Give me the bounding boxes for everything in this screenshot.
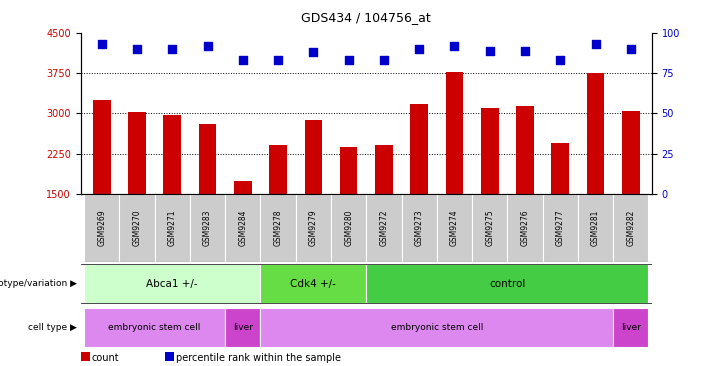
Text: liver: liver <box>233 323 253 332</box>
Bar <box>446 72 463 194</box>
Bar <box>613 308 648 347</box>
Bar <box>84 194 119 262</box>
Text: GSM9272: GSM9272 <box>379 210 388 246</box>
Bar <box>437 194 472 262</box>
Bar <box>367 264 648 303</box>
Text: count: count <box>92 352 119 363</box>
Point <box>343 57 354 63</box>
Bar <box>234 180 252 194</box>
Text: GSM9273: GSM9273 <box>415 209 423 246</box>
Point <box>308 49 319 55</box>
Text: cell type ▶: cell type ▶ <box>28 323 77 332</box>
Text: embryonic stem cell: embryonic stem cell <box>109 323 201 332</box>
Bar <box>375 145 393 194</box>
Text: embryonic stem cell: embryonic stem cell <box>390 323 483 332</box>
Point <box>414 46 425 52</box>
Bar <box>331 194 367 262</box>
Point <box>273 57 284 63</box>
Bar <box>155 194 190 262</box>
Text: GSM9269: GSM9269 <box>97 209 107 246</box>
Bar <box>481 108 498 194</box>
Bar <box>84 264 261 303</box>
Bar <box>587 73 604 194</box>
Point <box>484 48 496 53</box>
Bar <box>199 124 217 194</box>
Text: GSM9284: GSM9284 <box>238 210 247 246</box>
Text: Cdk4 +/-: Cdk4 +/- <box>290 279 336 289</box>
Text: GSM9278: GSM9278 <box>273 210 283 246</box>
Text: GSM9274: GSM9274 <box>450 209 459 246</box>
Bar <box>543 194 578 262</box>
Text: GDS434 / 104756_at: GDS434 / 104756_at <box>301 11 431 24</box>
Bar <box>225 308 261 347</box>
Bar <box>225 194 261 262</box>
Bar <box>304 120 322 194</box>
Point <box>131 46 142 52</box>
Bar <box>261 308 613 347</box>
Bar <box>613 194 648 262</box>
Text: GSM9270: GSM9270 <box>132 209 142 246</box>
Point <box>96 41 107 47</box>
Bar <box>119 194 155 262</box>
Bar <box>261 194 296 262</box>
Text: Abca1 +/-: Abca1 +/- <box>147 279 198 289</box>
Text: GSM9282: GSM9282 <box>626 210 635 246</box>
Bar <box>367 194 402 262</box>
Bar <box>93 100 111 194</box>
Text: liver: liver <box>621 323 641 332</box>
Text: GSM9271: GSM9271 <box>168 210 177 246</box>
Bar <box>622 111 639 194</box>
Point <box>379 57 390 63</box>
Point <box>237 57 248 63</box>
Point <box>519 48 531 53</box>
Text: GSM9280: GSM9280 <box>344 210 353 246</box>
Point <box>167 46 178 52</box>
Text: genotype/variation ▶: genotype/variation ▶ <box>0 279 77 288</box>
Bar <box>163 115 181 194</box>
Bar <box>402 194 437 262</box>
Text: GSM9279: GSM9279 <box>309 209 318 246</box>
Text: GSM9276: GSM9276 <box>520 209 529 246</box>
Bar <box>516 107 533 194</box>
Bar <box>410 104 428 194</box>
Bar <box>508 194 543 262</box>
Point <box>625 46 637 52</box>
Bar <box>472 194 508 262</box>
Point <box>590 41 601 47</box>
Bar <box>261 264 367 303</box>
Point <box>554 57 566 63</box>
Bar <box>296 194 331 262</box>
Bar <box>578 194 613 262</box>
Point <box>202 43 213 49</box>
Point <box>449 43 460 49</box>
Bar <box>269 145 287 194</box>
Text: GSM9277: GSM9277 <box>556 209 565 246</box>
Bar <box>552 143 569 194</box>
Text: control: control <box>489 279 526 289</box>
Bar <box>128 112 146 194</box>
Text: GSM9283: GSM9283 <box>203 210 212 246</box>
Bar <box>340 147 358 194</box>
Text: GSM9275: GSM9275 <box>485 209 494 246</box>
Bar <box>84 308 225 347</box>
Bar <box>190 194 225 262</box>
Text: percentile rank within the sample: percentile rank within the sample <box>176 352 341 363</box>
Text: GSM9281: GSM9281 <box>591 210 600 246</box>
